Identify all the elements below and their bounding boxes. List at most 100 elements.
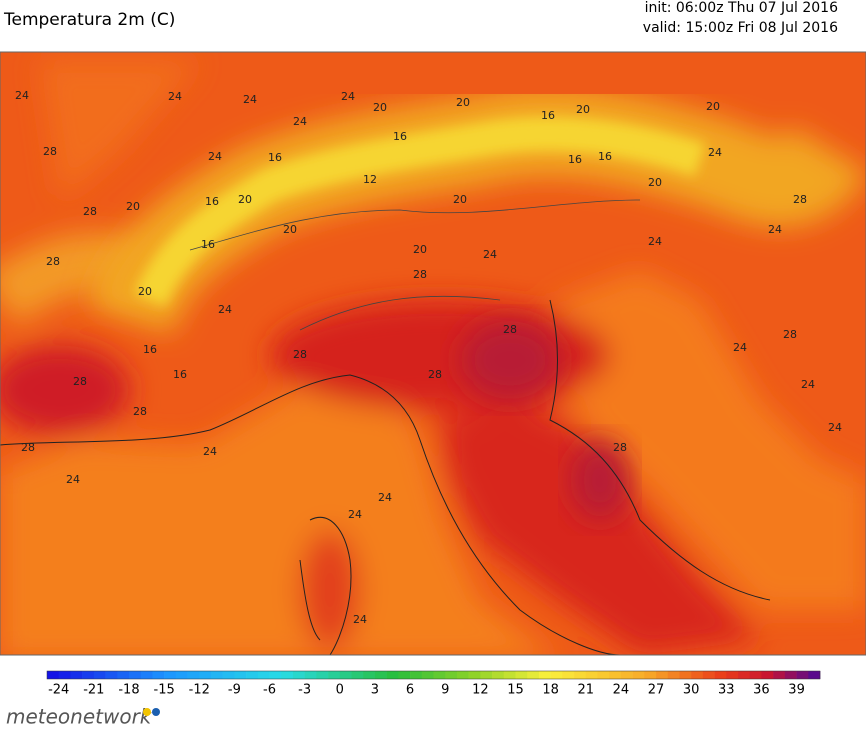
colorbar-cell (304, 671, 317, 679)
colorbar-tick-label: 24 (613, 683, 630, 698)
contour-label: 24 (66, 473, 80, 486)
contour-label: 20 (283, 223, 297, 236)
colorbar-tick-label: -12 (189, 683, 210, 698)
colorbar-cell (292, 671, 305, 679)
contour-labels: 24 24 24 24 28 24 24 20 20 20 20 16 16 16 16 20 12 20 16 16… (15, 89, 842, 626)
colorbar-cell (691, 671, 704, 679)
colorbar-cell (527, 671, 540, 679)
contour-label: 16 (205, 195, 219, 208)
colorbar-cell (152, 671, 165, 679)
colorbar-cell (492, 671, 505, 679)
colorbar-tick-label: -24 (48, 683, 69, 698)
colorbar-cell (574, 671, 587, 679)
contour-label: 16 (143, 343, 157, 356)
colorbar-cell (339, 671, 352, 679)
colorbar-cell (410, 671, 423, 679)
colorbar-cell (503, 671, 516, 679)
contour-label: 16 (268, 151, 282, 164)
colorbar-tick-label: 33 (718, 683, 735, 698)
contour-label: 28 (46, 255, 60, 268)
contour-label: 28 (293, 348, 307, 361)
colorbar-cell (105, 671, 118, 679)
colorbar-cell (316, 671, 329, 679)
contour-label: 24 (378, 491, 392, 504)
colorbar-cell (749, 671, 762, 679)
contour-label: 24 (648, 235, 662, 248)
colorbar-cell (199, 671, 212, 679)
contour-label: 12 (363, 173, 377, 186)
colorbar-cell (117, 671, 130, 679)
contour-label: 24 (801, 378, 815, 391)
contour-label: 28 (793, 193, 807, 206)
contour-label: 28 (613, 441, 627, 454)
colorbar-cell (246, 671, 259, 679)
colorbar-tick-label: 27 (648, 683, 665, 698)
colorbar-tick-label: 36 (753, 683, 770, 698)
colorbar-cell (468, 671, 481, 679)
contour-label: 24 (168, 90, 182, 103)
colorbar-cell (93, 671, 106, 679)
colorbar-cell (328, 671, 341, 679)
contour-label: 16 (173, 368, 187, 381)
contour-label: 20 (453, 193, 467, 206)
colorbar-cell (128, 671, 141, 679)
colorbar-cell (667, 671, 680, 679)
colorbar-cell (257, 671, 270, 679)
colorbar-tick-label: -9 (228, 683, 241, 698)
coastlines (0, 199, 771, 655)
contour-label: 24 (203, 445, 217, 458)
map-frame (0, 51, 866, 656)
contour-label: 16 (568, 153, 582, 166)
colorbar-tick-label: 15 (507, 683, 524, 698)
colorbar-tick-label: -18 (118, 683, 139, 698)
contour-label: 24 (708, 146, 722, 159)
contour-label: 16 (393, 130, 407, 143)
colorbar-cell (70, 671, 83, 679)
colorbar-cell (445, 671, 458, 679)
colorbar-cell (164, 671, 177, 679)
contour-label: 20 (126, 200, 140, 213)
colorbar-cell (632, 671, 645, 679)
colorbar-tick-label: 12 (472, 683, 489, 698)
contour-label: 28 (428, 368, 442, 381)
colorbar-cell (714, 671, 727, 679)
contour-label: 28 (73, 375, 87, 388)
colorbar-cell (784, 671, 797, 679)
contour-label: 28 (783, 328, 797, 341)
colorbar-cell (222, 671, 235, 679)
contour-label: 24 (293, 115, 307, 128)
contour-label: 24 (733, 341, 747, 354)
map: 24 24 24 24 28 24 24 20 20 20 20 16 16 16 16 20 12 20 16 16… (0, 52, 866, 655)
colorbar-cell (386, 671, 399, 679)
contour-label: 28 (83, 205, 97, 218)
contour-label: 24 (208, 150, 222, 163)
colorbar-tick-label: 9 (441, 683, 449, 698)
contour-label: 16 (598, 150, 612, 163)
colorbar-cell (597, 671, 610, 679)
contour-label: 20 (648, 176, 662, 189)
colorbar-tick-label: -6 (263, 683, 276, 698)
colorbar-tick-label: -3 (298, 683, 311, 698)
valid-time: valid: 15:00z Fri 08 Jul 2016 (643, 20, 838, 36)
colorbar-tick-label: -21 (83, 683, 104, 698)
colorbar-tick-label: -15 (154, 683, 175, 698)
colorbar-cell (140, 671, 153, 679)
contour-label: 24 (353, 613, 367, 626)
colorbar-cell (761, 671, 774, 679)
colorbar-cell (47, 671, 60, 679)
colorbar-cell (620, 671, 633, 679)
contour-label: 24 (15, 89, 29, 102)
contour-label: 24 (341, 90, 355, 103)
contour-label: 24 (218, 303, 232, 316)
contour-label: 24 (243, 93, 257, 106)
colorbar-cell (210, 671, 223, 679)
contour-label: 28 (43, 145, 57, 158)
contour-label: 20 (413, 243, 427, 256)
colorbar-cell (351, 671, 364, 679)
colorbar-tick-label: 39 (788, 683, 805, 698)
colorbar-cell (480, 671, 493, 679)
colorbar-cell (281, 671, 294, 679)
colorbar-tick-label: 18 (542, 683, 559, 698)
colorbar-tick-label: 0 (336, 683, 344, 698)
title: Temperatura 2m (C) (3, 10, 175, 30)
